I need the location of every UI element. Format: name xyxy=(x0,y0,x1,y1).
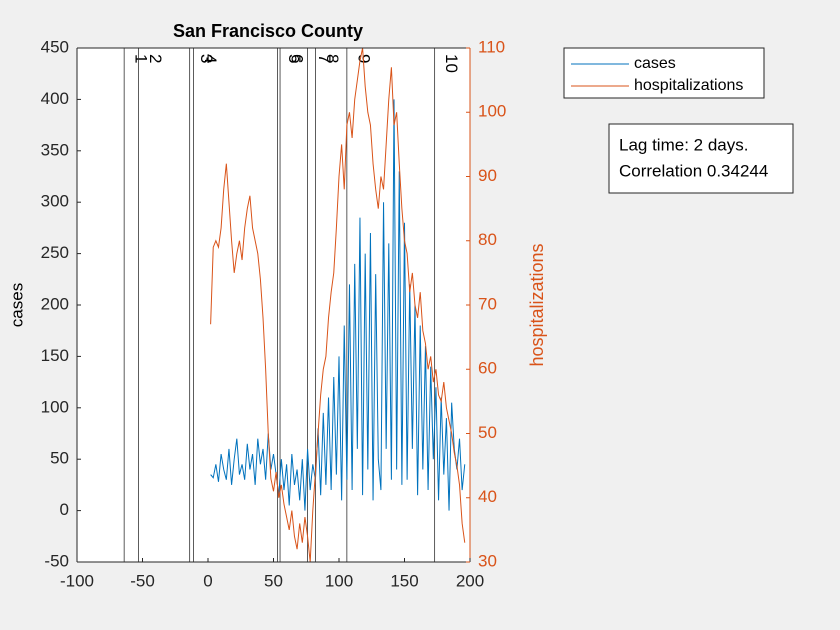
event-label: 1 xyxy=(132,54,151,63)
plot-area xyxy=(77,48,470,562)
y2-tick-label: 70 xyxy=(478,294,497,313)
y2-tick-label: 30 xyxy=(478,551,497,570)
y2-tick-label: 40 xyxy=(478,487,497,506)
x-tick-label: 50 xyxy=(264,571,283,590)
y-tick-label: 300 xyxy=(41,192,69,211)
event-label: 2 xyxy=(146,54,165,63)
y-axis-label: cases xyxy=(7,283,26,327)
annotation-text: Lag time: 2 days. xyxy=(619,135,748,154)
y2-tick-label: 60 xyxy=(478,359,497,378)
y-tick-label: 100 xyxy=(41,397,69,416)
y2-tick-label: 90 xyxy=(478,166,497,185)
y2-tick-label: 80 xyxy=(478,230,497,249)
x-tick-label: 150 xyxy=(390,571,418,590)
y-tick-label: 0 xyxy=(60,500,69,519)
y-tick-label: 250 xyxy=(41,243,69,262)
y2-tick-label: 110 xyxy=(478,37,505,56)
x-tick-label: 200 xyxy=(456,571,484,590)
x-tick-label: -100 xyxy=(60,571,94,590)
x-tick-label: 100 xyxy=(325,571,353,590)
event-label: 10 xyxy=(442,54,461,73)
legend-label: hospitalizations xyxy=(634,77,743,94)
series-line xyxy=(210,47,466,563)
event-label: 4 xyxy=(201,54,220,63)
legend xyxy=(563,47,765,99)
event-label: 3 xyxy=(197,54,216,63)
event-label: 9 xyxy=(354,54,373,63)
event-label: 6 xyxy=(288,54,307,63)
y-tick-label: 450 xyxy=(41,37,69,56)
y-tick-label: -50 xyxy=(44,551,69,570)
x-tick-label: -50 xyxy=(130,571,155,590)
event-label: 5 xyxy=(285,54,304,63)
series-line xyxy=(210,99,466,511)
y-tick-label: 50 xyxy=(50,449,69,468)
event-label: 8 xyxy=(323,54,342,63)
legend-label: cases xyxy=(634,55,676,72)
y2-axis-label: hospitalizations xyxy=(527,243,547,366)
x-tick-label: 0 xyxy=(203,571,212,590)
y-tick-label: 200 xyxy=(41,294,69,313)
y2-tick-label: 100 xyxy=(478,102,506,121)
y2-tick-label: 50 xyxy=(478,423,497,442)
chart-title: San Francisco County xyxy=(173,21,363,41)
y-tick-label: 150 xyxy=(41,346,69,365)
y-tick-label: 350 xyxy=(41,140,69,159)
y-tick-label: 400 xyxy=(41,89,69,108)
annotation-text: Correlation 0.34244 xyxy=(619,161,768,180)
event-label: 7 xyxy=(315,54,334,63)
annotation-box xyxy=(608,123,794,194)
